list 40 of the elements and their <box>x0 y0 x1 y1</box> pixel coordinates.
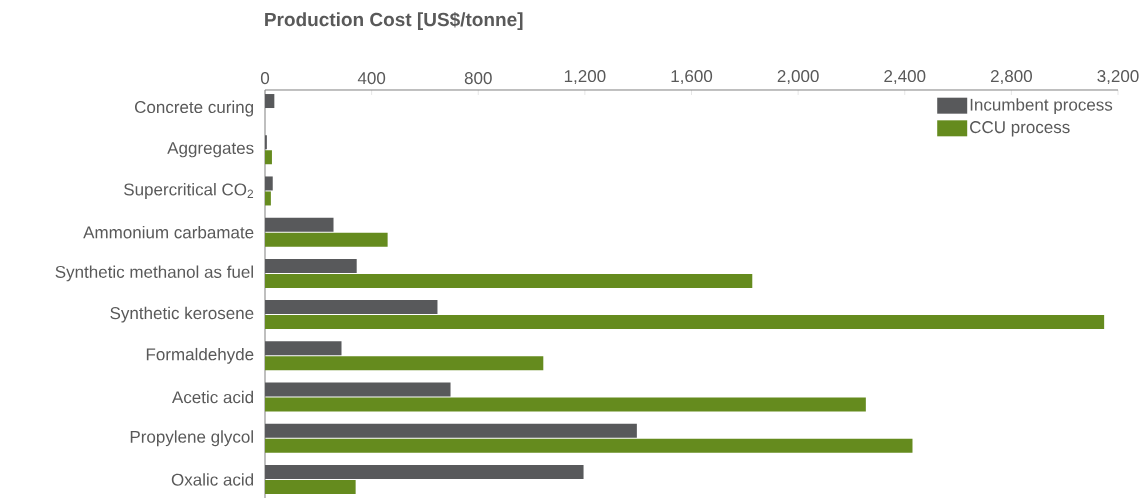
bar <box>265 382 451 397</box>
bar <box>265 232 388 247</box>
bar <box>265 315 1105 330</box>
y-tick-label: Ammonium carbamate <box>83 225 254 239</box>
x-tick-label: 0 <box>260 72 270 85</box>
x-axis-title: Production Cost [US$/tonne] <box>265 11 523 31</box>
x-tick-label: 2,400 <box>884 70 926 85</box>
y-tick-label: Concrete curing <box>135 100 254 117</box>
bar <box>265 94 275 109</box>
bar <box>265 176 273 191</box>
bar <box>265 150 272 165</box>
y-tick-label: Propylene glycol <box>130 430 253 447</box>
bar <box>265 341 342 356</box>
x-tick-label: 1,600 <box>671 70 713 85</box>
y-tick-label: Synthetic kerosene <box>110 306 254 323</box>
bar <box>265 300 438 315</box>
bar <box>265 217 334 232</box>
x-tick-label: 2,800 <box>990 70 1032 85</box>
bar <box>265 397 866 412</box>
bar <box>265 438 913 453</box>
y-tick-label: Formaldehyde <box>146 347 254 364</box>
bar <box>265 191 271 206</box>
bar <box>265 258 357 273</box>
bar <box>265 464 584 479</box>
bar <box>265 273 753 288</box>
y-tick-label: Oxalic acid <box>171 473 254 486</box>
legend-label: Incumbent process <box>970 98 1113 115</box>
y-tick-label: Aggregates <box>167 142 254 158</box>
y-tick-label: Acetic acid <box>171 390 254 404</box>
y-tick-label: Supercritical CO$_{2}$ <box>124 183 254 199</box>
y-tick-label: Synthetic methanol as fuel <box>55 265 253 282</box>
x-tick-label: 3,200 <box>1097 70 1139 85</box>
bar <box>265 479 356 494</box>
x-tick-label: 800 <box>464 72 492 85</box>
x-tick-label: 400 <box>357 72 386 85</box>
x-tick-label: 2,000 <box>777 70 819 85</box>
bar <box>265 423 637 438</box>
bar <box>265 356 544 371</box>
legend-label: CCU process <box>970 121 1070 137</box>
x-tick-label: 1,200 <box>564 70 606 85</box>
